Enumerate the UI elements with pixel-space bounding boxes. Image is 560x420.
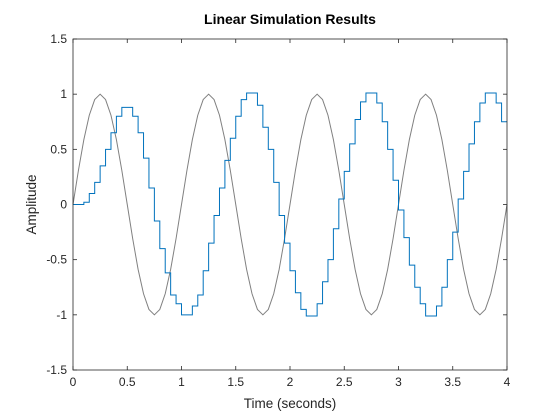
y-axis-label: Amplitude bbox=[24, 174, 39, 234]
x-tick-label: 0 bbox=[70, 375, 77, 389]
x-tick-label: 2 bbox=[287, 375, 294, 389]
x-tick-label: 3.5 bbox=[444, 375, 461, 389]
y-tick-label: 0 bbox=[60, 198, 67, 212]
x-tick-label: 4 bbox=[504, 375, 511, 389]
response-stairs-line bbox=[73, 92, 507, 317]
y-tick-label: 1.5 bbox=[50, 32, 67, 46]
x-tick-label: 0.5 bbox=[119, 375, 136, 389]
x-tick-label: 1 bbox=[178, 375, 185, 389]
y-tick-label: -0.5 bbox=[46, 253, 67, 267]
x-axis-label: Time (seconds) bbox=[244, 396, 337, 411]
x-tick-label: 3 bbox=[395, 375, 402, 389]
input-signal-line bbox=[72, 93, 508, 316]
series-layer bbox=[72, 92, 508, 317]
chart-title: Linear Simulation Results bbox=[204, 11, 376, 27]
x-tick-label: 2.5 bbox=[336, 375, 353, 389]
y-tick-label: 1 bbox=[60, 87, 67, 101]
x-tick-label: 1.5 bbox=[227, 375, 244, 389]
y-tick-label: -1.5 bbox=[46, 363, 67, 377]
x-axis: 0 0.5 1 1.5 2 2.5 3 3.5 4 bbox=[70, 39, 511, 389]
plot-frame bbox=[72, 38, 508, 371]
y-tick-label: -1 bbox=[56, 308, 67, 322]
y-tick-label: 0.5 bbox=[50, 142, 67, 156]
